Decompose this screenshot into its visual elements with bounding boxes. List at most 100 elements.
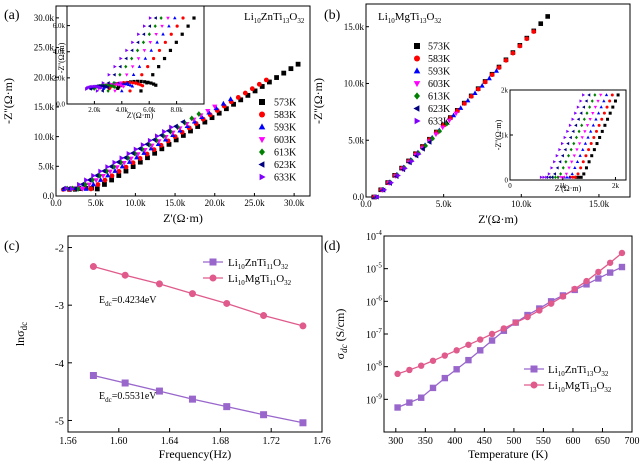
panel-a-point-593K	[199, 114, 205, 120]
panel-c-ytick-label: -2	[55, 243, 64, 255]
panel-a-point-633K	[91, 173, 97, 179]
panel-b-inset-point-573K	[608, 111, 612, 115]
panel-a-inset-point-583K	[157, 48, 162, 53]
panel-a-point-593K	[148, 145, 154, 151]
panel-b-inset-frame	[509, 89, 627, 181]
panel-a-inset-point-623K	[141, 32, 146, 36]
panel-a-point-623K	[100, 168, 106, 174]
panel-a-inset-point-573K	[162, 56, 167, 61]
panel-a-point-583K	[88, 186, 94, 192]
panel-a-xlabel: Z'(Ω·m)	[163, 211, 203, 225]
panel-a-inset-point-623K	[130, 48, 134, 53]
panel-a-inset-point-603K	[121, 85, 126, 89]
panel-a-inset-point-623K	[100, 89, 104, 93]
panel-a-point-583K	[263, 77, 269, 83]
panel-a-inset-point-633K	[99, 86, 104, 90]
panel-d-point-Li10ZnTi13O32	[406, 399, 413, 406]
panel-a-point-583K	[95, 182, 101, 187]
panel-a-point-573K	[195, 124, 201, 129]
panel-a-point-573K	[123, 168, 129, 174]
panel-a-point-573K	[109, 177, 115, 183]
panel-a-inset-point-633K	[137, 32, 141, 36]
panel-b-inset-point-573K	[577, 175, 581, 179]
panel-a-inset-point-593K	[167, 24, 171, 28]
panel-a-point-603K	[205, 108, 211, 114]
panel-a-inset-point-583K	[175, 24, 179, 28]
panel-c-xtick-label: 1.72	[262, 436, 280, 447]
panel-b-inset-point-583K	[608, 99, 612, 103]
panel-d-xtick-label: 400	[447, 436, 462, 447]
panel-a-inset-point-603K	[119, 81, 123, 85]
panel-a-point-593K	[126, 159, 133, 164]
panel-c-annotation-zn: Edc=0.5531eV	[99, 391, 157, 404]
panel-a-inset-point-573K	[192, 16, 196, 20]
panel-b-legend-label: 623K	[428, 104, 451, 115]
panel-b-inset-point-623K	[555, 166, 559, 170]
panel-b-inset-point-623K	[574, 123, 578, 127]
panel-d-xlabel: Temperature (K)	[468, 447, 548, 461]
panel-b: (b) 0.0 5.0k 10.0k 15.0k 0.0 5.0k 10.0k 15.0k Z…	[311, 3, 631, 226]
panel-b-inset-point-603K	[570, 160, 574, 164]
panel-a-legend-label: 593K	[274, 123, 297, 134]
panel-d-point-Li10MgTi13O32	[453, 347, 460, 354]
panel-d-xtick-label: 650	[595, 436, 610, 447]
panel-a-inset-point-603K	[110, 82, 114, 87]
panel-a-point-573K	[152, 150, 158, 156]
panel-a-point-623K	[180, 119, 185, 125]
panel-a-point-573K	[216, 110, 222, 116]
panel-d-point-Li10ZnTi13O32	[394, 404, 401, 411]
panel-a-inset-point-613K	[147, 32, 151, 37]
panel-a-point-573K	[95, 186, 100, 192]
panel-a-inset-point-613K	[112, 80, 116, 85]
panel-a-inset-point-573K	[149, 81, 153, 85]
panel-a-ytick-label: 20.0k	[34, 72, 55, 82]
panel-b-point-633K	[416, 151, 422, 157]
panel-b-inset-point-583K	[610, 93, 614, 97]
panel-d-point-Li10MgTi13O32	[583, 277, 590, 285]
panel-b-inset-point-583K	[600, 117, 604, 121]
panel-a-inset-ytick-label: 0.0	[56, 100, 65, 108]
panel-b-inset-point-583K	[581, 160, 585, 164]
panel-a-inset-point-583K	[151, 56, 156, 61]
panel-a-ytick-label: 5.0k	[38, 161, 54, 171]
panel-b-xtick-label: 5.0k	[436, 199, 452, 209]
panel-b-inset-point-573K	[611, 105, 615, 109]
panel-d-point-Li10ZnTi13O32	[618, 263, 626, 271]
panel-d-frame	[383, 235, 633, 433]
panel-a-legend-marker	[259, 173, 266, 181]
panel-d-ytick-label: 10-5	[366, 262, 382, 276]
panel-a-inset-xtick-label: 6.0k	[143, 106, 156, 114]
panel-a-inset-point-623K	[147, 24, 152, 28]
panel-b-point-613K	[437, 128, 443, 134]
panel-b-point-583K	[531, 29, 537, 34]
panel-b-inset-point-593K	[589, 129, 593, 133]
panel-b-point-623K	[426, 139, 432, 145]
panel-b-inset-point-633K	[542, 175, 546, 179]
panel-a-point-603K	[100, 173, 106, 179]
panel-a-point-573K	[238, 97, 244, 103]
panel-b-inset-point-603K	[567, 166, 571, 170]
panel-b-inset-point-613K	[553, 175, 557, 180]
panel-d-point-Li10MgTi13O32	[394, 370, 401, 378]
panel-a-point-583K	[235, 94, 241, 100]
panel-b-inset-point-623K	[576, 117, 580, 121]
panel-b-inset-point-603K	[564, 172, 569, 176]
panel-d-legend-label: Li10MgTi13O32	[548, 380, 612, 394]
panel-a-inset-point-613K	[113, 85, 117, 90]
panel-a-inset-point-583K	[146, 65, 150, 69]
panel-c-annotation-mg: Edc=0.4234eV	[99, 295, 157, 308]
panel-a-point-623K	[172, 123, 178, 129]
panel-d-point-Li10MgTi13O32	[406, 366, 413, 374]
panel-c-xtick-label: 1.64	[161, 436, 179, 447]
panel-b-inset-point-593K	[570, 172, 574, 176]
panel-a-inset-point-573K	[151, 73, 155, 77]
panel-c-point-Li10ZnTi11O32	[223, 403, 231, 411]
panel-a-inset-point-593K	[155, 40, 159, 44]
panel-a-point-573K	[202, 119, 208, 125]
panel-b-point-603K	[433, 132, 439, 138]
panel-b-legend-label: 613K	[428, 92, 451, 103]
panel-b-inset-point-613K	[561, 166, 565, 170]
panel-b-inset-point-633K	[576, 105, 580, 109]
panel-a-point-583K	[256, 81, 262, 87]
panel-c-xtick-label: 1.60	[110, 436, 128, 447]
